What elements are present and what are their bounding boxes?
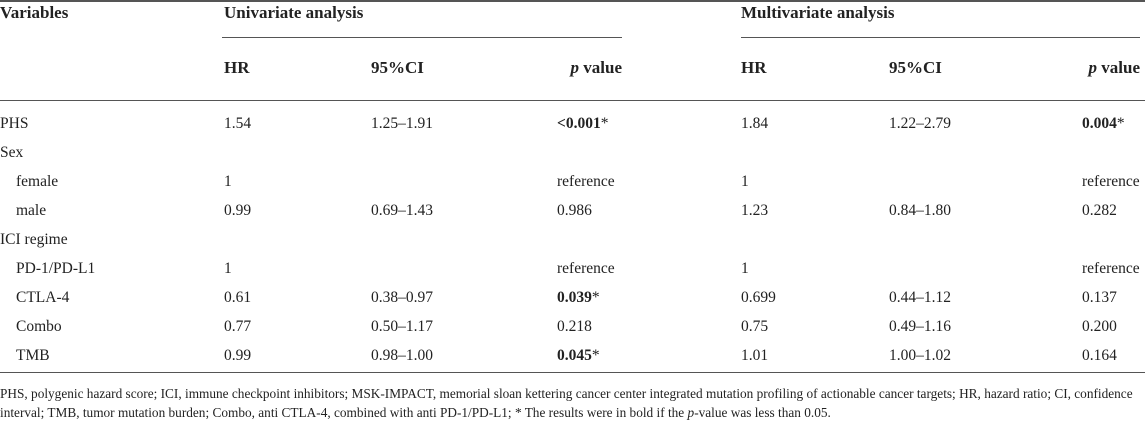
- cell: 0.61: [224, 289, 252, 306]
- cell: 1: [741, 260, 749, 277]
- footnote-text: PHS, polygenic hazard score; ICI, immune…: [0, 386, 1133, 420]
- top-rule: [0, 0, 1145, 2]
- row-label: female: [16, 173, 59, 190]
- cell-note: *: [600, 115, 609, 132]
- cell: 1.25–1.91: [371, 115, 433, 132]
- column-header-italic: p: [570, 58, 580, 77]
- row-label: TMB: [16, 347, 50, 364]
- cell-value: 0.045: [557, 347, 592, 364]
- cell: <0.001*: [557, 114, 608, 134]
- cell: 0.75: [741, 318, 769, 335]
- cell: 0.50–1.17: [371, 318, 433, 335]
- cell: reference: [1082, 260, 1140, 277]
- header-rule: [0, 100, 1145, 101]
- cell: 1.22–2.79: [889, 115, 951, 132]
- cell: 0.99: [224, 202, 252, 219]
- cell: 0.99: [224, 347, 252, 364]
- cell-value: 0.004: [1082, 115, 1117, 132]
- row-label: PHS: [0, 115, 29, 132]
- cell: 0.38–0.97: [371, 289, 433, 306]
- cell: 1.84: [741, 115, 769, 132]
- row-label: Sex: [0, 144, 24, 161]
- row-label: male: [16, 202, 47, 219]
- cell: reference: [557, 260, 615, 277]
- cell: 0.69–1.43: [371, 202, 433, 219]
- cell: 0.49–1.16: [889, 318, 951, 335]
- cell: 1.23: [741, 202, 769, 219]
- cell: 1.00–1.02: [889, 347, 951, 364]
- cell: 1: [224, 260, 232, 277]
- cell: 0.004*: [1082, 114, 1125, 134]
- cell-value: 0.039: [557, 289, 592, 306]
- footnote-italic: p: [687, 405, 695, 420]
- cell: 0.282: [1082, 202, 1117, 219]
- cell: 0.218: [557, 318, 592, 335]
- column-header-italic: p: [1088, 58, 1098, 77]
- cell: 1: [741, 173, 749, 190]
- column-header-text: value: [1101, 58, 1140, 77]
- row-label: Combo: [16, 318, 62, 335]
- column-header: HR: [741, 58, 767, 77]
- cell: 1.01: [741, 347, 769, 364]
- cell: 0.137: [1082, 289, 1117, 306]
- cell: 1.54: [224, 115, 252, 132]
- group-header: Univariate analysis: [224, 3, 364, 22]
- column-header: p value: [571, 58, 622, 78]
- column-header: p value: [1089, 58, 1140, 78]
- cell: 1: [224, 173, 232, 190]
- cell: 0.045*: [557, 346, 600, 366]
- cell-value: <0.001: [557, 115, 601, 132]
- cell: 0.77: [224, 318, 252, 335]
- group-header: Multivariate analysis: [741, 3, 895, 22]
- cell-note: *: [591, 289, 600, 306]
- cell: 0.039*: [557, 288, 600, 308]
- bottom-rule: [0, 372, 1145, 373]
- cell: 0.44–1.12: [889, 289, 951, 306]
- cell-note: *: [591, 347, 600, 364]
- cell-note: *: [1116, 115, 1125, 132]
- group-rule: [222, 37, 622, 38]
- cell: 0.699: [741, 289, 776, 306]
- column-header: 95%CI: [371, 58, 424, 77]
- footnote: PHS, polygenic hazard score; ICI, immune…: [0, 384, 1140, 422]
- row-label: CTLA-4: [16, 289, 70, 306]
- cell: 0.84–1.80: [889, 202, 951, 219]
- cell: 0.986: [557, 202, 592, 219]
- cell: reference: [557, 173, 615, 190]
- row-label: PD-1/PD-L1: [16, 260, 96, 277]
- column-header: 95%CI: [889, 58, 942, 77]
- cell: 0.98–1.00: [371, 347, 433, 364]
- cell: 0.164: [1082, 347, 1117, 364]
- column-header: HR: [224, 58, 250, 77]
- column-header-text: value: [583, 58, 622, 77]
- cell: 0.200: [1082, 318, 1117, 335]
- group-rule: [741, 37, 1140, 38]
- header-variables: Variables: [0, 3, 69, 22]
- row-label: ICI regime: [0, 231, 68, 248]
- footnote-text: -value was less than 0.05.: [694, 405, 831, 420]
- cell: reference: [1082, 173, 1140, 190]
